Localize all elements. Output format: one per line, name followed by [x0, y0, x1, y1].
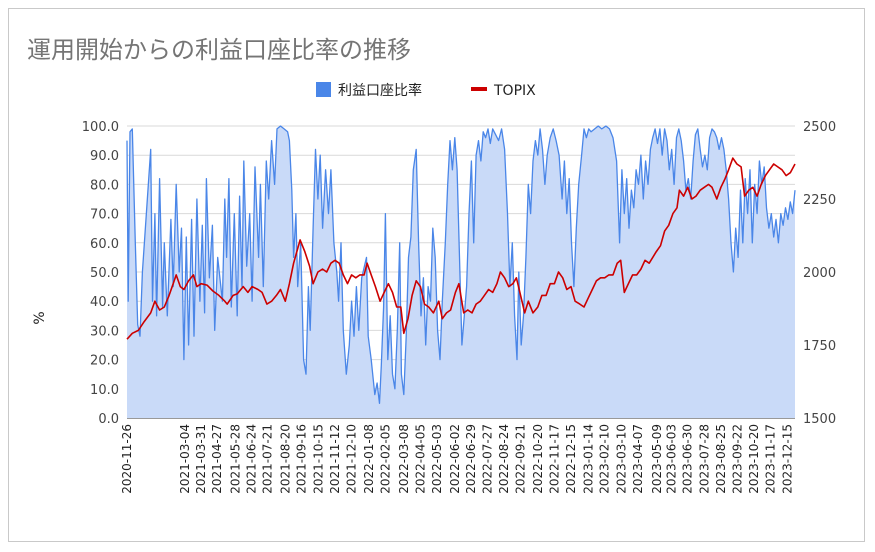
y-axis-label-left: % [32, 311, 48, 324]
x-tick-label: 2021-05-28 [228, 424, 242, 494]
y-tick-label-right: 1750 [803, 339, 836, 354]
x-tick-label: 2023-11-17 [764, 424, 778, 494]
x-tick-label: 2022-03-08 [397, 424, 411, 494]
x-tick-label: 2020-11-26 [120, 424, 134, 494]
y-tick-label-left: 70.0 [90, 208, 119, 223]
profit-ratio-area-layer [126, 125, 796, 418]
legend: 利益口座比率 TOPIX [316, 82, 536, 99]
x-tick-label: 2023-07-28 [697, 424, 711, 494]
x-tick-label: 2021-08-20 [278, 424, 292, 494]
legend-swatch-profit-ratio [316, 82, 331, 97]
y-tick-label-right: 2250 [803, 193, 836, 208]
profit-ratio-series-line [126, 125, 796, 405]
y-tick-label-left: 30.0 [90, 324, 119, 339]
legend-swatch-topix [471, 87, 487, 91]
legend-label-topix: TOPIX [493, 83, 536, 99]
topix-series-line [126, 157, 796, 340]
y-tick-label-left: 50.0 [90, 266, 119, 281]
x-tick-label: 2023-09-22 [731, 424, 745, 494]
x-tick-label: 2021-09-16 [294, 424, 308, 494]
x-tick-label: 2021-03-31 [194, 424, 208, 494]
y-tick-label-left: 80.0 [90, 178, 119, 193]
y-tick-label-right: 2500 [803, 120, 836, 135]
x-tick-label: 2023-04-07 [631, 424, 645, 494]
x-tick-label: 2021-03-04 [178, 424, 192, 494]
x-tick-label: 2021-10-15 [311, 424, 325, 494]
x-tick-label: 2022-04-05 [413, 424, 427, 494]
y-tick-label-right: 2000 [803, 266, 836, 281]
x-tick-label: 2023-10-20 [747, 424, 761, 494]
x-tick-label: 2021-11-12 [328, 424, 342, 494]
x-tick-label: 2021-07-21 [260, 424, 274, 494]
x-tick-label: 2023-03-10 [614, 424, 628, 494]
topix-line-layer [126, 157, 796, 340]
x-tick-label: 2023-12-15 [780, 424, 794, 494]
x-tick-label: 2022-09-21 [514, 424, 528, 494]
profit-ratio-area-fill [127, 126, 795, 418]
x-tick-label: 2022-11-17 [547, 424, 561, 494]
x-tick-label: 2023-08-25 [714, 424, 728, 494]
y-tick-label-left: 90.0 [90, 149, 119, 164]
x-tick-label: 2022-12-15 [564, 424, 578, 494]
legend-label-profit-ratio: 利益口座比率 [338, 82, 422, 99]
x-tick-label: 2022-10-20 [531, 424, 545, 494]
x-axis-ticks: 2020-11-26 2021-03-04 2021-03-31 2021-04-27… [120, 424, 794, 494]
x-tick-label: 2022-06-02 [448, 424, 462, 494]
x-tick-label: 2023-01-14 [582, 424, 596, 494]
x-tick-label: 2022-06-29 [464, 424, 478, 494]
y-tick-label-left: 100.0 [82, 120, 119, 135]
x-tick-label: 2021-12-10 [345, 424, 359, 494]
x-tick-label: 2022-01-08 [362, 424, 376, 494]
x-tick-label: 2021-06-24 [244, 424, 258, 494]
x-tick-label: 2022-05-03 [430, 424, 444, 494]
y-tick-label-right: 1500 [803, 412, 836, 427]
y-tick-label-left: 0.0 [98, 412, 119, 427]
x-tick-label: 2022-08-24 [497, 424, 511, 494]
y-tick-label-left: 10.0 [90, 383, 119, 398]
right-axis-ticks: 1500 1750 2000 2250 2500 [803, 120, 836, 427]
left-axis-ticks: 0.0 10.0 20.0 30.0 40.0 50.0 60.0 70.0 80.0 90.0 1… [82, 120, 119, 427]
y-tick-label-left: 60.0 [90, 237, 119, 252]
y-tick-label-left: 40.0 [90, 295, 119, 310]
x-tick-label: 2023-06-30 [681, 424, 695, 494]
chart-title: 運用開始からの利益口座比率の推移 [27, 36, 411, 64]
x-tick-label: 2022-02-05 [378, 424, 392, 494]
x-tick-label: 2023-06-03 [665, 424, 679, 494]
x-tick-label: 2023-05-09 [650, 424, 664, 494]
x-tick-label: 2022-07-27 [480, 424, 494, 494]
y-tick-label-left: 20.0 [90, 354, 119, 369]
x-tick-label: 2023-02-10 [598, 424, 612, 494]
x-tick-label: 2021-04-27 [210, 424, 224, 494]
